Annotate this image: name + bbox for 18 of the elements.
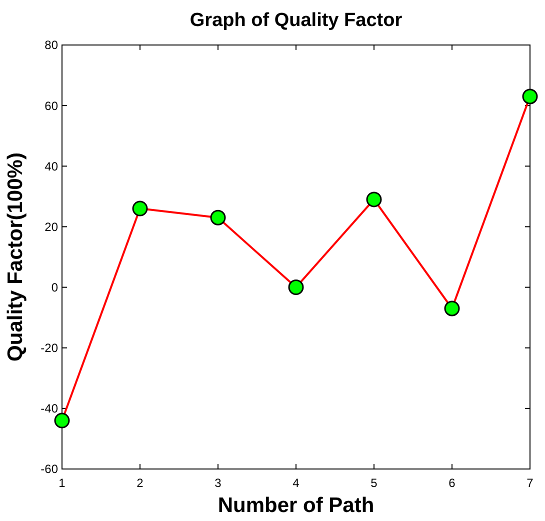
y-tick-label: -60 [40, 462, 58, 476]
y-tick-label: 80 [44, 38, 58, 52]
x-tick-label: 3 [214, 476, 222, 490]
y-tick-label: 20 [44, 220, 58, 234]
y-axis-title: Quality Factor(100%) [4, 152, 27, 362]
x-axis-title: Number of Path [218, 494, 374, 517]
y-tick-label: 40 [44, 159, 58, 174]
y-tick-label: -40 [40, 402, 58, 416]
x-tick-label: 2 [136, 476, 144, 490]
x-tick-label: 1 [58, 476, 66, 490]
x-tick-label: 5 [370, 476, 378, 490]
x-tick-label: 6 [448, 476, 456, 490]
chart-title: Graph of Quality Factor [190, 10, 403, 31]
x-tick-label: 7 [526, 476, 534, 490]
y-tick-label: 60 [44, 98, 58, 113]
x-tick-label: 4 [292, 476, 300, 490]
y-tick-label: -20 [40, 341, 58, 356]
y-tick-label: 0 [51, 280, 58, 294]
